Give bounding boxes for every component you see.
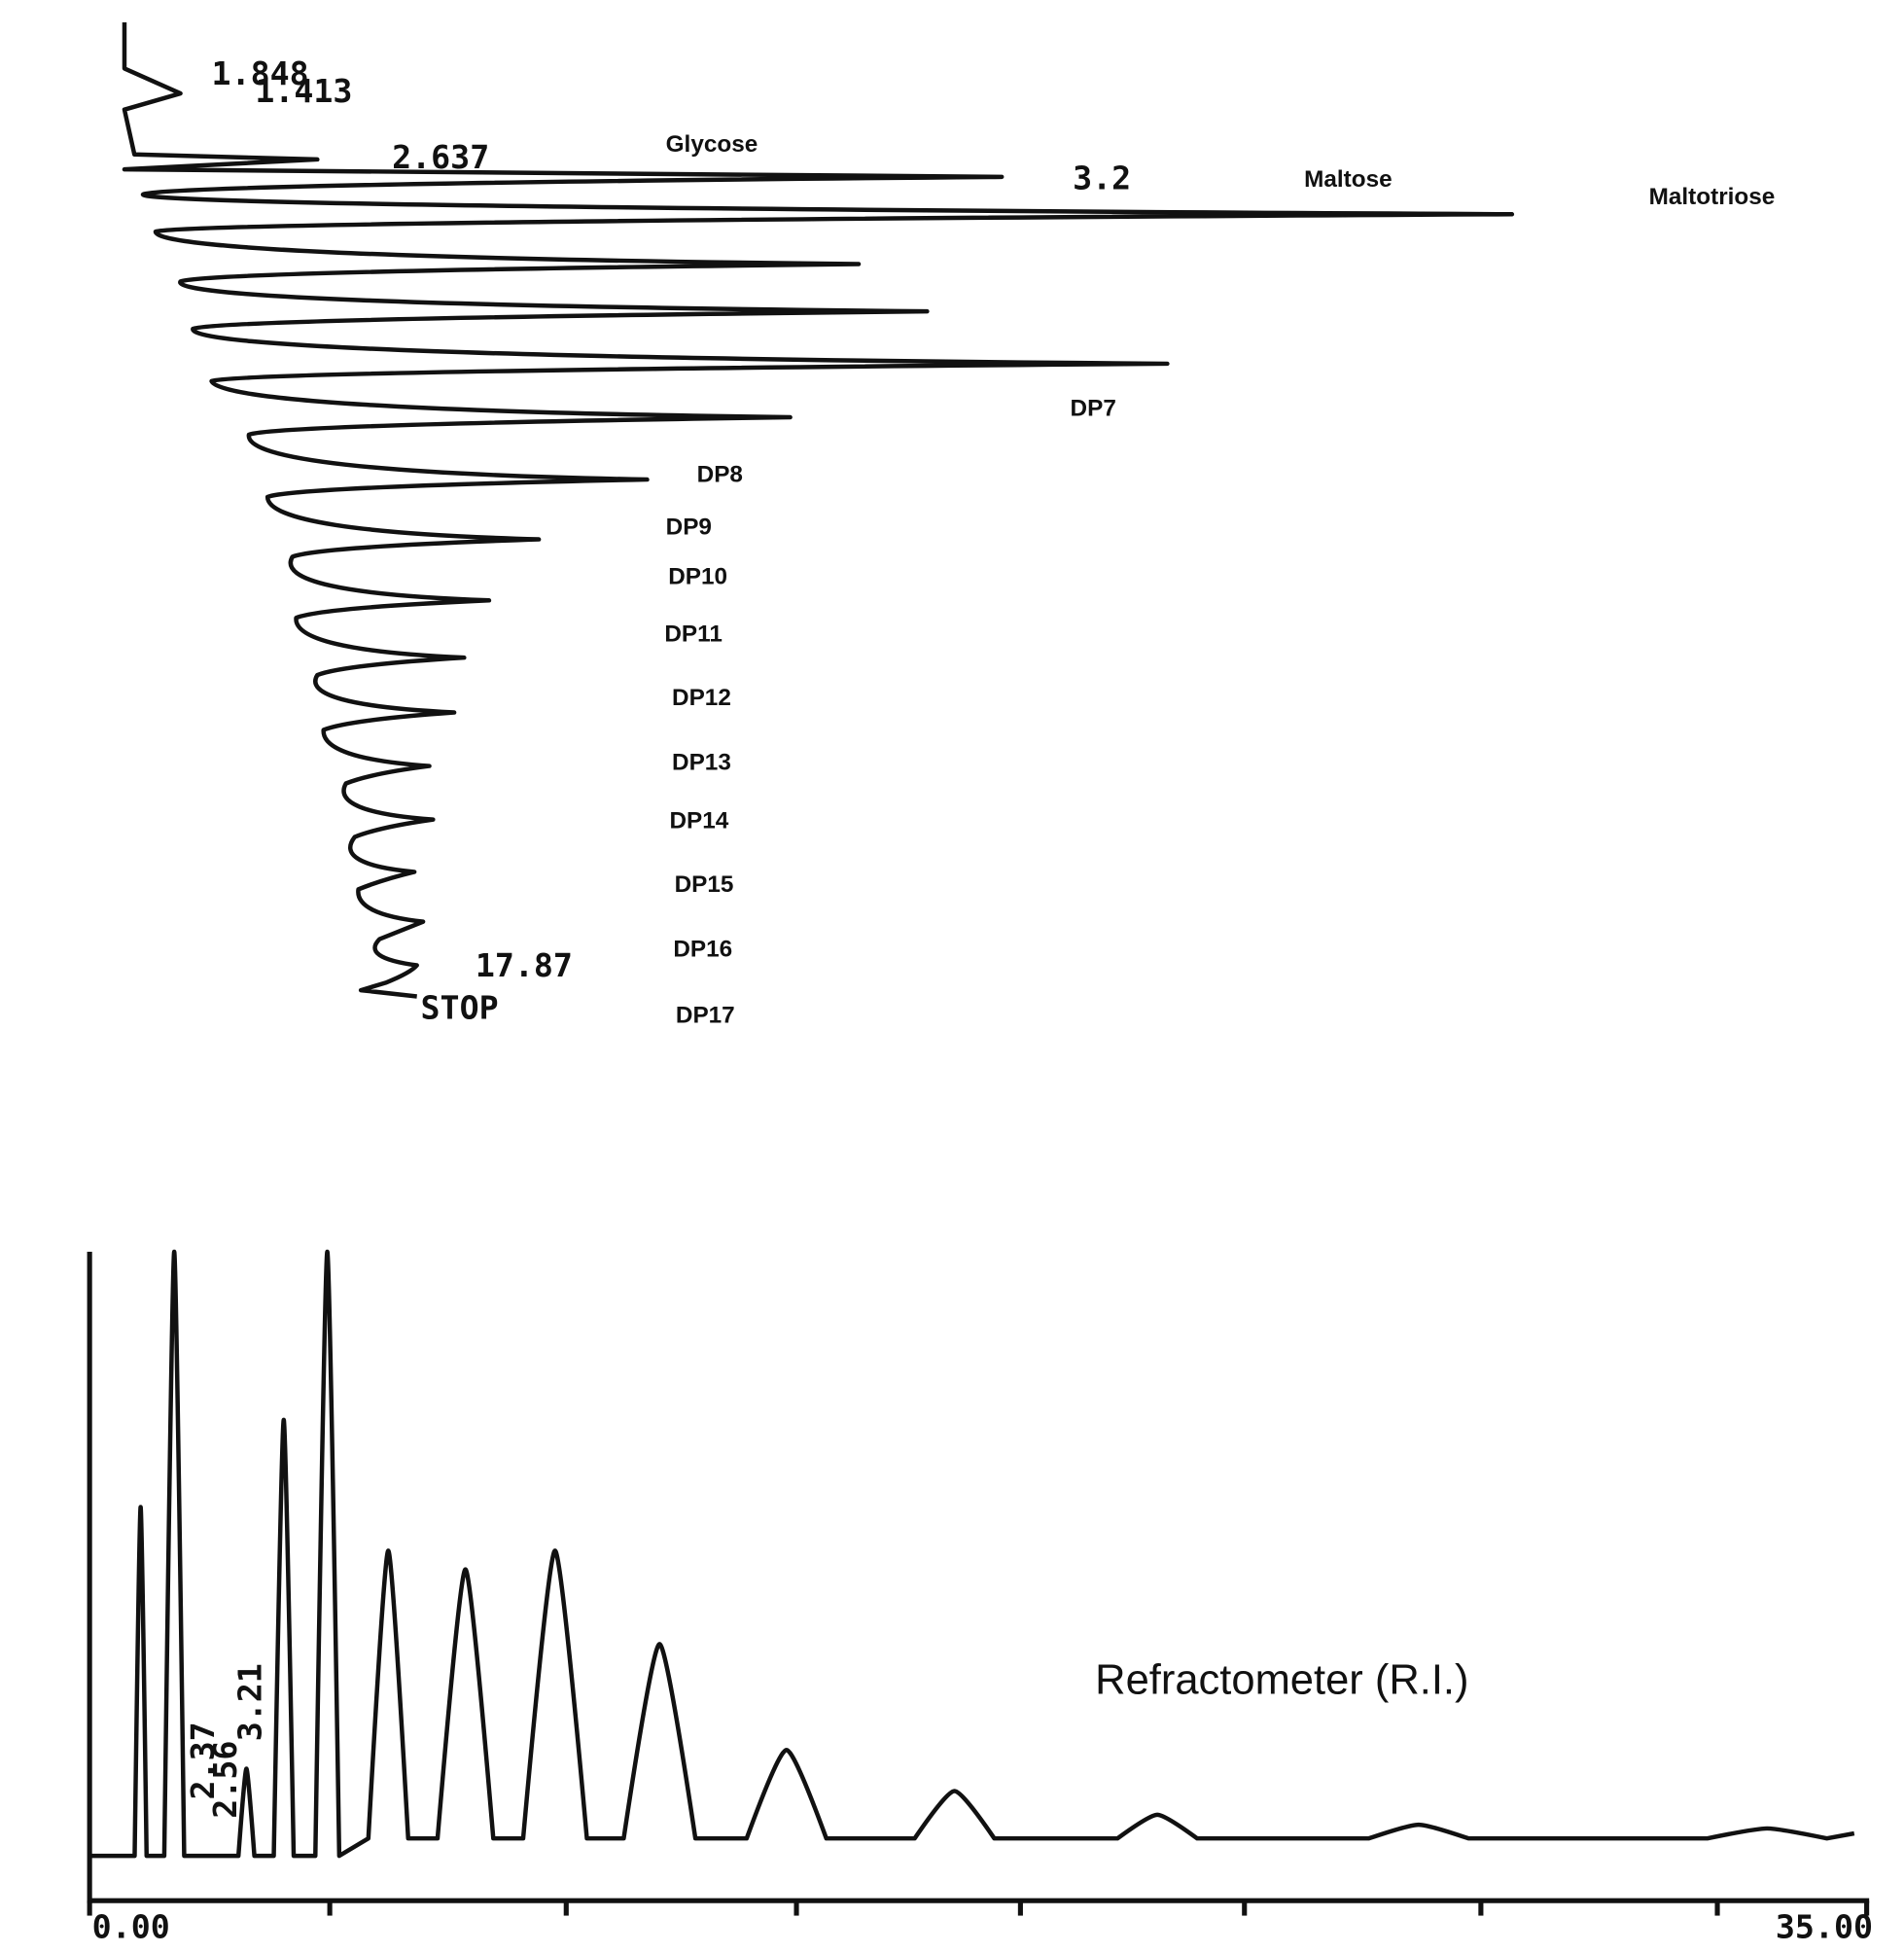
retention-label: 1.413	[255, 72, 352, 110]
peak-label: DP16	[673, 937, 732, 963]
retention-label: 1.848	[212, 54, 309, 92]
top-chromatogram-trace	[122, 22, 1515, 999]
bottom-labels: 2.37 2.56 3.21 Refractometer (R.I.) 0.00…	[92, 1657, 1873, 1946]
x-axis	[87, 1252, 1870, 1916]
retention-label: 3.2	[1073, 160, 1131, 197]
peak-label: DP14	[669, 808, 728, 834]
peak-label: DP10	[668, 564, 727, 590]
retention-label: 2.37	[184, 1722, 222, 1799]
peak-label: DP8	[697, 462, 743, 488]
peak-label: DP7	[1071, 396, 1116, 422]
bottom-chromatogram-trace	[89, 1249, 1855, 1859]
axis-end-label: 35.00	[1776, 1908, 1873, 1946]
peak-label: DP17	[676, 1002, 735, 1028]
peak-label: DP9	[666, 514, 712, 540]
retention-label: 2.637	[392, 138, 489, 176]
retention-label: 3.21	[231, 1663, 269, 1741]
peak-label: DP13	[672, 749, 731, 775]
peak-label: Maltose	[1304, 166, 1393, 193]
peak-label: DP12	[672, 685, 731, 711]
detector-label: Refractometer (R.I.)	[1095, 1657, 1468, 1704]
peak-label: Glycose	[666, 131, 758, 158]
stop-label: STOP	[421, 989, 499, 1027]
peak-label: DP15	[675, 871, 734, 898]
peak-label: DP11	[664, 621, 722, 648]
axis-start-label: 0.00	[92, 1908, 170, 1946]
retention-label: 17.87	[476, 946, 573, 984]
top-labels: 1.848 1.413 2.637 3.2 17.87 STOP Glycose…	[212, 54, 1776, 1028]
peak-label: Maltotriose	[1649, 184, 1776, 210]
retention-label: 2.56	[206, 1741, 244, 1819]
